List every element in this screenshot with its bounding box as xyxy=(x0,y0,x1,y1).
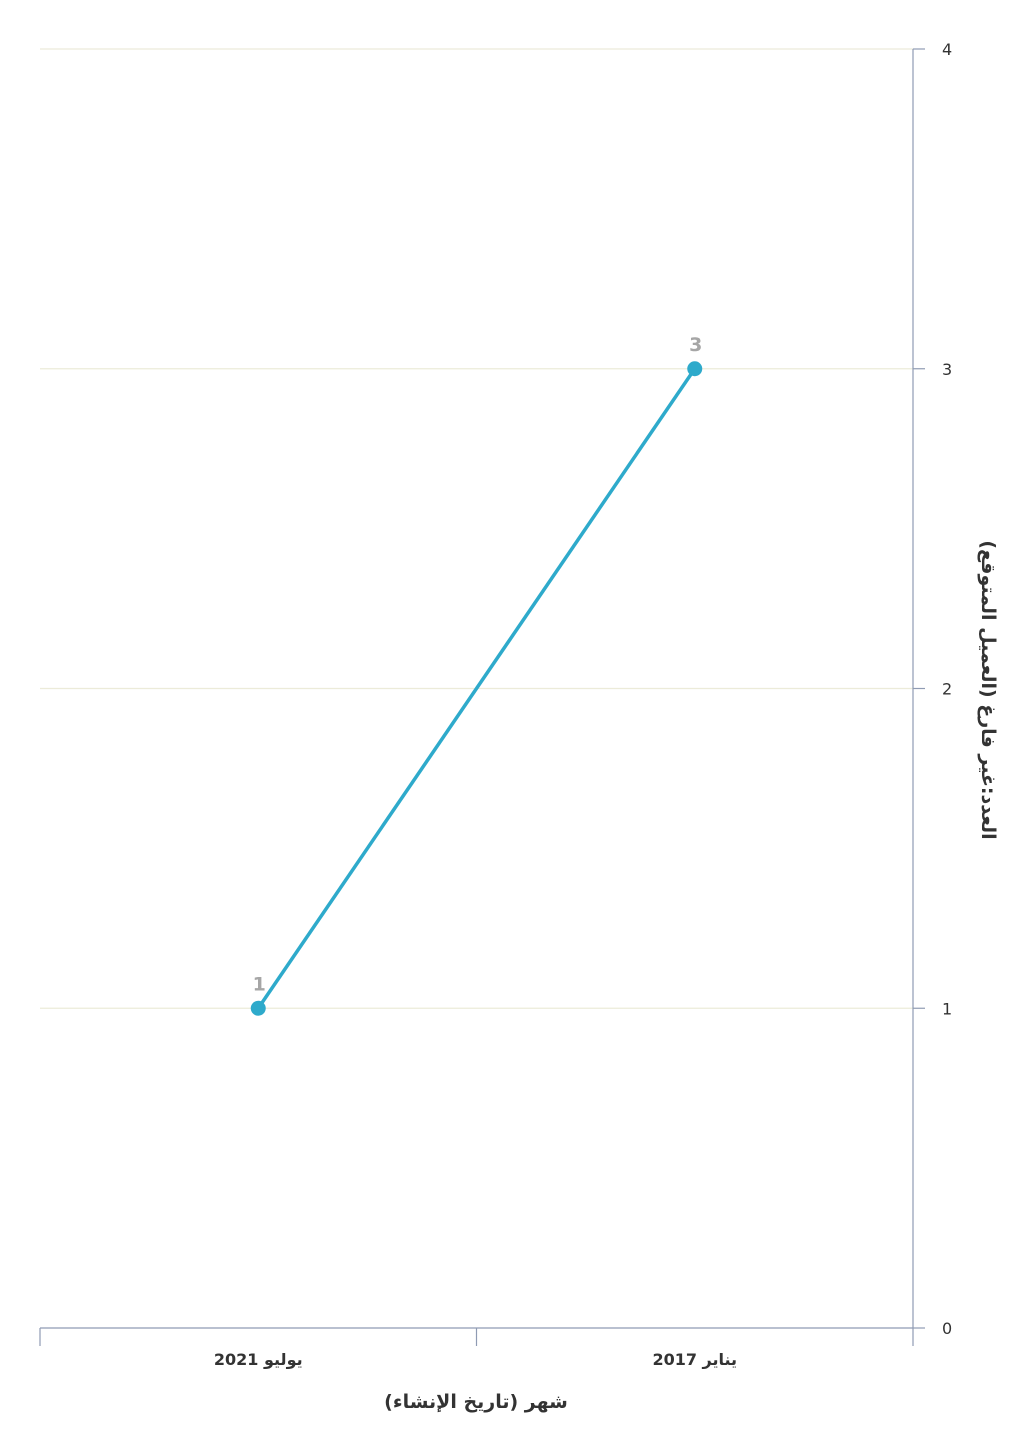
y-tick-label-2: 2 xyxy=(942,680,952,699)
x-axis-ticks: يناير 2017 يوليو 2021 xyxy=(39,1328,914,1369)
y-tick-label-4: 4 xyxy=(942,40,952,59)
x-tick-label-0: يناير 2017 xyxy=(652,1350,737,1369)
y-tick-label-1: 1 xyxy=(942,999,952,1018)
y-axis-title: العدد:غير فارغ (العميل المتوقع) xyxy=(977,540,999,839)
series-line-0 xyxy=(256,367,697,1010)
x-tick-label-1: يوليو 2021 xyxy=(214,1350,303,1369)
data-point-0-1 xyxy=(250,1000,266,1016)
series xyxy=(250,361,703,1016)
data-point-0-0 xyxy=(687,361,703,377)
data-label-0-0: 3 xyxy=(689,334,702,356)
y-tick-label-0: 0 xyxy=(942,1319,952,1338)
data-labels: 31 xyxy=(253,334,703,996)
data-label-0-1: 1 xyxy=(253,973,266,995)
x-axis-title: شهر (تاريخ الإنشاء) xyxy=(384,1391,568,1413)
y-axis-ticks: 0 1 2 3 4 xyxy=(913,40,952,1338)
y-tick-label-3: 3 xyxy=(942,360,952,379)
gridlines xyxy=(40,48,913,1009)
